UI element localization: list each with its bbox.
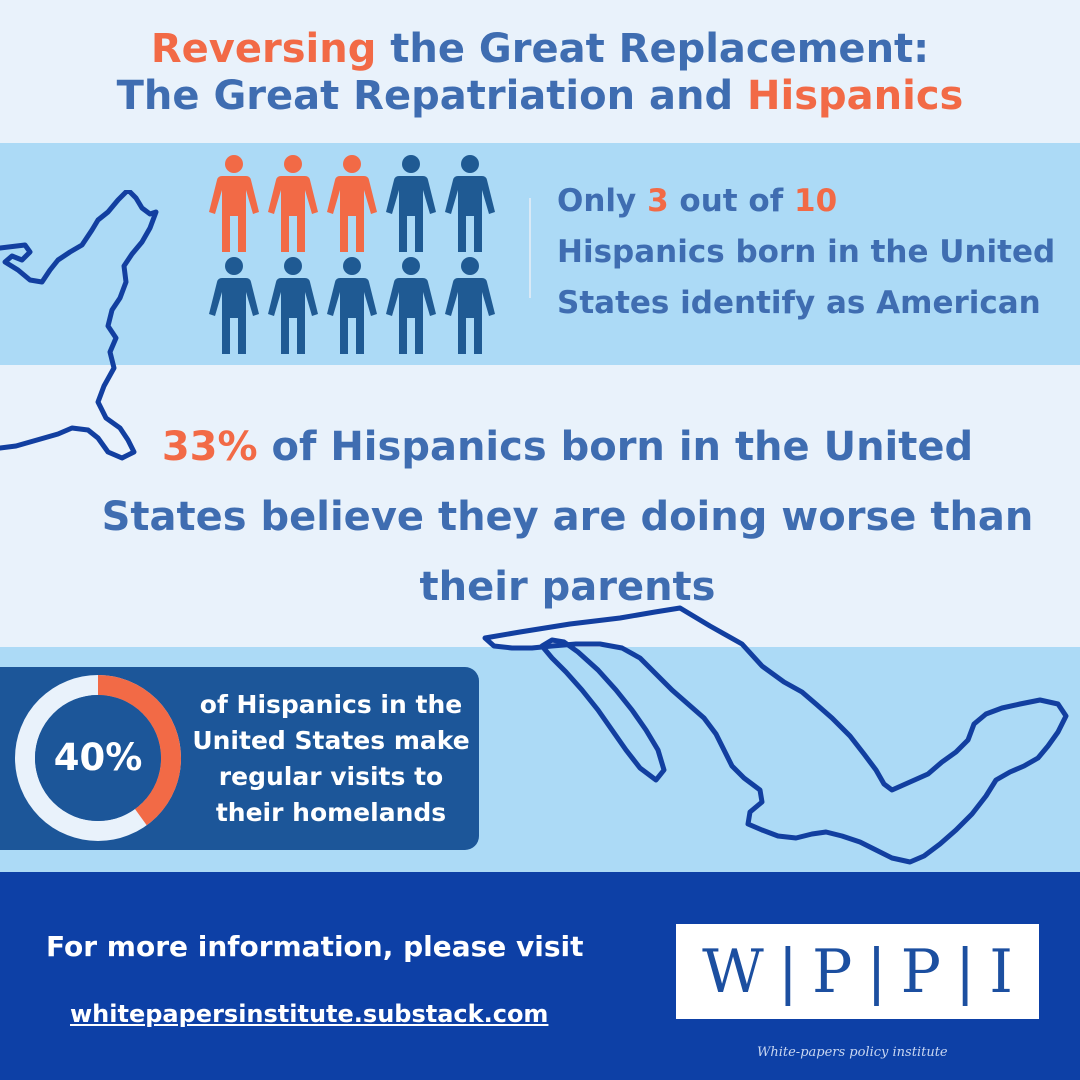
worse-percent: 33% [161,424,258,470]
person-icon [209,257,259,354]
donut-progress-arc [15,675,181,841]
footer-cta: For more information, please visit [46,930,584,963]
person-icon [445,155,495,252]
identity-stat: Only 3 out of 10 Hispanics born in the U… [557,176,1067,329]
title-line-2: The Great Repatriation and Hispanics [117,73,964,119]
logo-letter-p1: P [812,936,853,1007]
logo-divider: | [866,936,887,1007]
identity-lead: Only [557,183,648,219]
donut-center [35,695,161,821]
us-map-outline-icon [0,190,159,461]
person-icon [327,155,377,252]
visits-percent: 40% [53,736,143,779]
identity-band [0,143,1080,365]
mexico-map-outline-icon [482,605,1069,865]
logo-letter-p2: P [900,936,941,1007]
worse-band [0,365,1080,647]
worse-text: of Hispanics born in the United States b… [101,424,1034,610]
footer-link[interactable]: whitepapersinstitute.substack.com [70,1000,549,1028]
person-icon [209,155,259,252]
logo-divider: | [954,936,976,1007]
visits-donut-chart [15,675,181,841]
person-icon [386,257,436,354]
title-line-1: Reversing the Great Replacement: [151,26,929,72]
identity-num2: 10 [794,183,838,219]
person-icon [327,257,377,354]
logo-divider: | [777,936,798,1007]
logo-letter-i: I [989,936,1013,1007]
logo-letter-w: W [702,936,764,1007]
title-text-2: The Great Repatriation and [116,73,748,119]
title-text-1: the Great Replacement: [376,26,930,72]
page-title: Reversing the Great Replacement: The Gre… [0,26,1080,120]
logo-tagline: White-papers policy institute [757,1045,948,1060]
people-pictogram [208,154,508,359]
title-accent-1: Reversing [150,26,377,72]
identity-num1: 3 [647,183,669,219]
title-accent-2: Hispanics [747,73,964,119]
identity-mid: out of [668,183,794,219]
wppi-logo: W | P | P | I [676,924,1039,1019]
title-band [0,0,1080,143]
person-icon [445,257,495,354]
person-icon [386,155,436,252]
person-icon [268,155,318,252]
stat-divider [529,198,531,298]
person-icon [268,257,318,354]
worse-stat: 33% of Hispanics born in the United Stat… [95,412,1040,622]
visits-text: of Hispanics in the United States make r… [192,690,470,827]
identity-tail: Hispanics born in the United States iden… [557,234,1056,321]
